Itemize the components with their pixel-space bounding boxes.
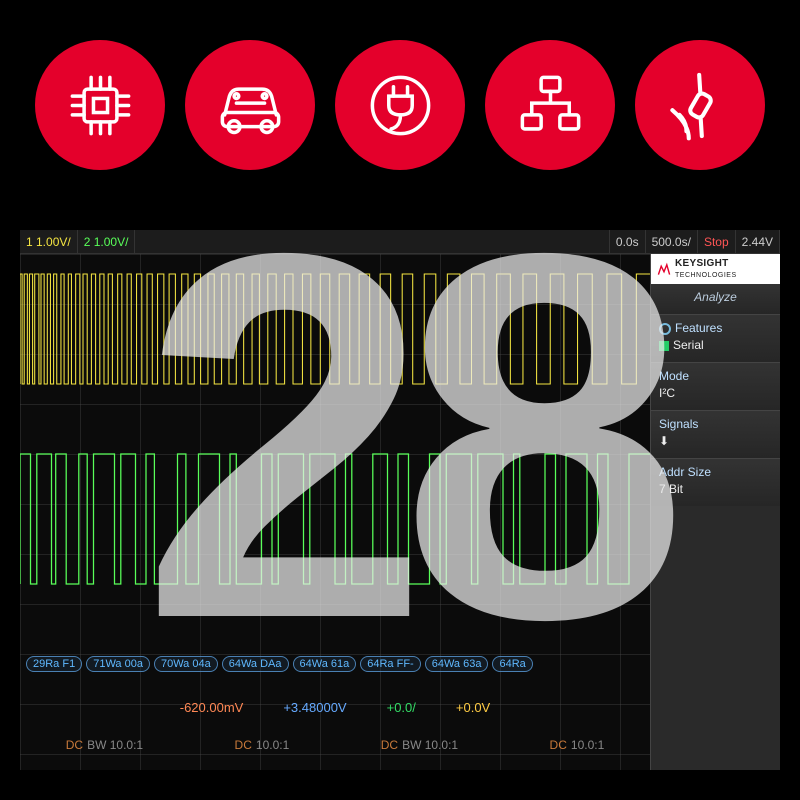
- waveform-ch1: [20, 264, 650, 414]
- decode-packet: 70Wa 04a: [154, 656, 218, 672]
- chip-icon: [35, 40, 165, 170]
- decode-packet: 29Ra F1: [26, 656, 82, 672]
- decode-packet: 64Wa 63a: [425, 656, 489, 672]
- protocol-decode-row: 29Ra F1 71Wa 00a 70Wa 04a 64Wa DAa 64Wa …: [20, 653, 650, 675]
- side-mode[interactable]: Mode I²C: [651, 362, 780, 410]
- scope-topbar: 1 1.00V/ 2 1.00V/ 0.0s 500.0s/ Stop 2.44…: [20, 230, 780, 254]
- brand-logo: KEYSIGHT TECHNOLOGIES: [651, 254, 780, 284]
- car-icon: [185, 40, 315, 170]
- measure-min: -620.00mV: [180, 700, 244, 715]
- decode-packet: 64Wa 61a: [293, 656, 357, 672]
- network-icon: [485, 40, 615, 170]
- decode-packet: 64Wa DAa: [222, 656, 289, 672]
- measure-row: -620.00mV +3.48000V +0.0/ +0.0V: [20, 700, 650, 715]
- decode-packet: 64Ra: [492, 656, 532, 672]
- side-features[interactable]: Features Serial: [651, 314, 780, 362]
- scope-side-menu: KEYSIGHT TECHNOLOGIES Analyze Features S…: [650, 254, 780, 770]
- waveform-grid: 29Ra F1 71Wa 00a 70Wa 04a 64Wa DAa 64Wa …: [20, 254, 650, 770]
- oscilloscope-screenshot: 1 1.00V/ 2 1.00V/ 0.0s 500.0s/ Stop 2.44…: [20, 230, 780, 770]
- measure-b: +0.0V: [456, 700, 490, 715]
- ch1-scale: 1 1.00V/: [20, 230, 78, 253]
- time-div: 500.0s/: [646, 230, 698, 253]
- decode-packet: 64Ra FF-: [360, 656, 420, 672]
- icon-row: [0, 0, 800, 200]
- plug-icon: [335, 40, 465, 170]
- decode-packet: 71Wa 00a: [86, 656, 150, 672]
- waveform-ch2: [20, 434, 650, 604]
- satellite-icon: [635, 40, 765, 170]
- measure-max: +3.48000V: [283, 700, 346, 715]
- side-signals[interactable]: Signals ⬇: [651, 410, 780, 458]
- run-state: Stop: [698, 230, 736, 253]
- coupling-row: DCBW 10.0:1 DC10.0:1 DCBW 10.0:1 DC10.0:…: [20, 738, 650, 752]
- ch2-scale: 2 1.00V/: [78, 230, 136, 253]
- side-addr-size[interactable]: Addr Size 7 Bit: [651, 458, 780, 506]
- side-title: Analyze: [651, 284, 780, 314]
- top-measure: 2.44V: [736, 230, 780, 253]
- measure-a: +0.0/: [387, 700, 416, 715]
- time-offset: 0.0s: [610, 230, 646, 253]
